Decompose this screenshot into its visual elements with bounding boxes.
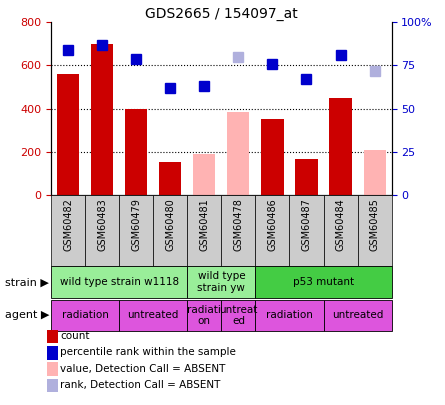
Bar: [51, 300, 119, 331]
Text: GSM60481: GSM60481: [199, 198, 209, 251]
Bar: [91, 44, 113, 195]
Bar: [255, 300, 324, 331]
Bar: [119, 195, 153, 266]
Text: p53 mutant: p53 mutant: [293, 277, 354, 287]
Text: GSM60485: GSM60485: [370, 198, 380, 251]
Bar: [159, 162, 182, 195]
Bar: [329, 98, 352, 195]
Text: strain ▶: strain ▶: [5, 277, 49, 287]
Text: value, Detection Call = ABSENT: value, Detection Call = ABSENT: [60, 364, 226, 373]
Bar: [227, 112, 250, 195]
Bar: [324, 300, 392, 331]
Bar: [119, 300, 187, 331]
Bar: [364, 149, 386, 195]
Bar: [255, 266, 392, 298]
Bar: [193, 154, 215, 195]
Bar: [187, 266, 255, 298]
Text: untreated: untreated: [128, 311, 179, 320]
Bar: [358, 195, 392, 266]
Text: count: count: [60, 331, 89, 341]
Text: radiati
on: radiati on: [187, 305, 221, 326]
Text: radiation: radiation: [266, 311, 313, 320]
Text: radiation: radiation: [62, 311, 109, 320]
Bar: [153, 195, 187, 266]
Text: GSM60486: GSM60486: [267, 198, 277, 251]
Text: GSM60483: GSM60483: [97, 198, 107, 251]
Text: GSM60482: GSM60482: [63, 198, 73, 251]
Bar: [85, 195, 119, 266]
Text: wild type
strain yw: wild type strain yw: [198, 271, 245, 293]
Title: GDS2665 / 154097_at: GDS2665 / 154097_at: [145, 7, 298, 21]
Bar: [290, 195, 324, 266]
Bar: [222, 300, 255, 331]
Text: GSM60484: GSM60484: [336, 198, 345, 251]
Text: agent ▶: agent ▶: [4, 311, 49, 320]
Text: untreated: untreated: [332, 311, 383, 320]
Text: GSM60478: GSM60478: [234, 198, 243, 251]
Text: wild type strain w1118: wild type strain w1118: [60, 277, 179, 287]
Text: GSM60480: GSM60480: [166, 198, 175, 251]
Bar: [57, 74, 79, 195]
Bar: [222, 195, 255, 266]
Text: GSM60479: GSM60479: [131, 198, 141, 251]
Bar: [125, 109, 147, 195]
Bar: [324, 195, 358, 266]
Bar: [255, 195, 290, 266]
Bar: [51, 195, 85, 266]
Bar: [51, 266, 187, 298]
Bar: [261, 119, 283, 195]
Bar: [295, 159, 318, 195]
Text: untreat
ed: untreat ed: [219, 305, 258, 326]
Text: percentile rank within the sample: percentile rank within the sample: [60, 347, 236, 357]
Text: rank, Detection Call = ABSENT: rank, Detection Call = ABSENT: [60, 380, 220, 390]
Text: GSM60487: GSM60487: [302, 198, 312, 251]
Bar: [187, 195, 222, 266]
Bar: [187, 300, 222, 331]
